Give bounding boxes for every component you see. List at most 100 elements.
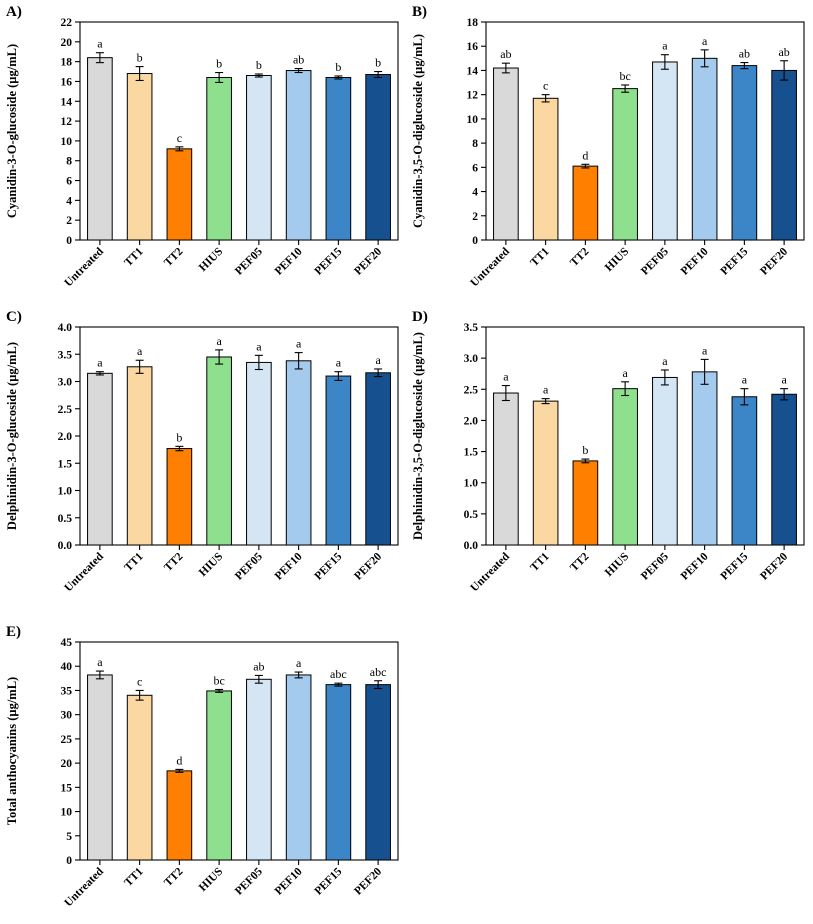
svg-text:0: 0 (66, 855, 72, 867)
svg-text:TT1: TT1 (122, 245, 146, 269)
svg-text:14: 14 (467, 65, 479, 77)
svg-text:PEF10: PEF10 (273, 550, 305, 582)
svg-text:16: 16 (61, 76, 73, 88)
svg-text:a: a (216, 334, 222, 348)
svg-text:TT2: TT2 (162, 865, 186, 889)
svg-text:TT1: TT1 (122, 865, 146, 889)
svg-text:c: c (543, 79, 548, 93)
svg-text:TT1: TT1 (122, 550, 146, 574)
svg-text:PEF20: PEF20 (352, 245, 384, 277)
svg-text:35: 35 (61, 685, 73, 697)
svg-text:8: 8 (66, 156, 72, 168)
svg-text:2: 2 (472, 211, 478, 223)
svg-text:3.5: 3.5 (58, 349, 73, 361)
svg-text:PEF20: PEF20 (758, 550, 790, 582)
svg-text:a: a (375, 353, 381, 367)
svg-text:b: b (335, 60, 341, 74)
svg-text:a: a (296, 656, 302, 670)
bar-chart-delphinidin-3-o-glucoside: 0.0 0.5 1.0 1.5 2.0 2.5 3.0 3.5 4.0 a Untreated a TT… (5, 322, 399, 594)
panel-label-c: C) (6, 309, 22, 325)
svg-text:Untreated: Untreated (62, 550, 106, 594)
svg-text:Untreated: Untreated (468, 550, 512, 594)
chart-panel-b: B) 0 2 4 6 8 10 12 14 16 18 ab Untreated c TT1 d TT2 bc H… (406, 0, 813, 305)
svg-text:20: 20 (61, 758, 73, 770)
svg-text:bc: bc (619, 69, 630, 83)
chart-panel-e: E) 0 5 10 15 20 25 30 35 40 45 a Untreated c TT1 d TT2 b… (0, 620, 406, 920)
svg-text:1.0: 1.0 (464, 478, 479, 490)
svg-text:18: 18 (467, 17, 479, 29)
svg-text:a: a (702, 34, 708, 48)
svg-text:2.0: 2.0 (58, 431, 73, 443)
svg-text:HIUS: HIUS (603, 246, 631, 274)
svg-text:PEF20: PEF20 (352, 865, 384, 897)
svg-text:TT1: TT1 (528, 550, 552, 574)
svg-text:2: 2 (66, 215, 72, 227)
svg-text:b: b (137, 51, 143, 65)
svg-text:10: 10 (61, 807, 73, 819)
svg-text:4: 4 (66, 195, 72, 207)
svg-text:2.0: 2.0 (464, 415, 479, 427)
svg-text:3.0: 3.0 (464, 353, 479, 365)
svg-text:HIUS: HIUS (197, 551, 225, 579)
svg-text:2.5: 2.5 (464, 384, 479, 396)
svg-text:0.5: 0.5 (58, 513, 73, 525)
svg-text:40: 40 (61, 661, 73, 673)
svg-text:a: a (742, 373, 748, 387)
svg-text:0.0: 0.0 (464, 540, 479, 552)
svg-text:PEF05: PEF05 (233, 865, 265, 897)
svg-text:PEF05: PEF05 (233, 245, 265, 277)
svg-text:PEF20: PEF20 (758, 245, 790, 277)
bar-chart-total-anthocyanins: 0 5 10 15 20 25 30 35 40 45 a Untreated c TT1 d TT2 bc HI… (5, 637, 399, 909)
svg-text:PEF10: PEF10 (679, 550, 711, 582)
svg-text:PEF10: PEF10 (679, 245, 711, 277)
panel-label-b: B) (412, 4, 427, 20)
svg-text:Delphinidin-3,5-O-diglucoside: Delphinidin-3,5-O-diglucoside (µg/mL) (411, 332, 425, 540)
chart-panel-a: A) 0 2 4 6 8 10 12 14 16 18 20 22 a Untreated b TT1 c TT2… (0, 0, 406, 305)
svg-text:b: b (216, 57, 222, 71)
svg-text:0.5: 0.5 (464, 509, 479, 521)
svg-text:PEF10: PEF10 (273, 865, 305, 897)
svg-text:a: a (97, 655, 103, 669)
svg-text:12: 12 (467, 90, 479, 102)
svg-text:Delphinidin-3-O-glucoside (µg/: Delphinidin-3-O-glucoside (µg/mL) (5, 342, 19, 530)
svg-text:3.5: 3.5 (464, 322, 479, 334)
svg-text:PEF20: PEF20 (352, 550, 384, 582)
svg-text:0: 0 (472, 235, 478, 247)
svg-text:TT2: TT2 (568, 550, 592, 574)
svg-text:6: 6 (66, 176, 72, 188)
bar-chart-cyanidin-3-o-glucoside: 0 2 4 6 8 10 12 14 16 18 20 22 a Untreated b TT1 c TT2 b HI… (5, 17, 399, 289)
svg-text:TT1: TT1 (528, 245, 552, 269)
svg-text:TT2: TT2 (162, 245, 186, 269)
bar-chart-cyanidin-3-5-o-diglucoside: 0 2 4 6 8 10 12 14 16 18 ab Untreated c TT1 d TT2 bc HIUS… (411, 17, 805, 289)
svg-text:1.5: 1.5 (58, 458, 73, 470)
panel-label-d: D) (412, 309, 428, 325)
svg-text:0: 0 (66, 235, 72, 247)
svg-text:d: d (176, 753, 182, 767)
svg-text:HIUS: HIUS (603, 551, 631, 579)
svg-text:bc: bc (213, 673, 224, 687)
svg-text:3.0: 3.0 (58, 377, 73, 389)
svg-text:1.0: 1.0 (58, 486, 73, 498)
svg-text:12: 12 (61, 116, 73, 128)
svg-text:15: 15 (61, 782, 73, 794)
svg-text:a: a (97, 356, 103, 370)
svg-text:ab: ab (293, 53, 304, 67)
svg-text:HIUS: HIUS (197, 246, 225, 274)
svg-text:ab: ab (739, 47, 750, 61)
svg-text:25: 25 (61, 734, 73, 746)
svg-text:30: 30 (61, 710, 73, 722)
panel-label-a: A) (6, 4, 22, 20)
svg-text:Untreated: Untreated (62, 245, 106, 289)
svg-text:a: a (662, 39, 668, 53)
chart-panel-c: C) 0.0 0.5 1.0 1.5 2.0 2.5 3.0 3.5 4.0 a Untreated… (0, 305, 406, 620)
svg-text:Untreated: Untreated (62, 865, 106, 909)
svg-text:a: a (503, 370, 509, 384)
svg-text:a: a (256, 339, 262, 353)
svg-text:18: 18 (61, 57, 73, 69)
svg-text:6: 6 (472, 162, 478, 174)
svg-text:PEF15: PEF15 (719, 550, 751, 582)
svg-text:PEF15: PEF15 (719, 245, 751, 277)
svg-text:ab: ab (253, 659, 264, 673)
svg-text:a: a (543, 383, 549, 397)
